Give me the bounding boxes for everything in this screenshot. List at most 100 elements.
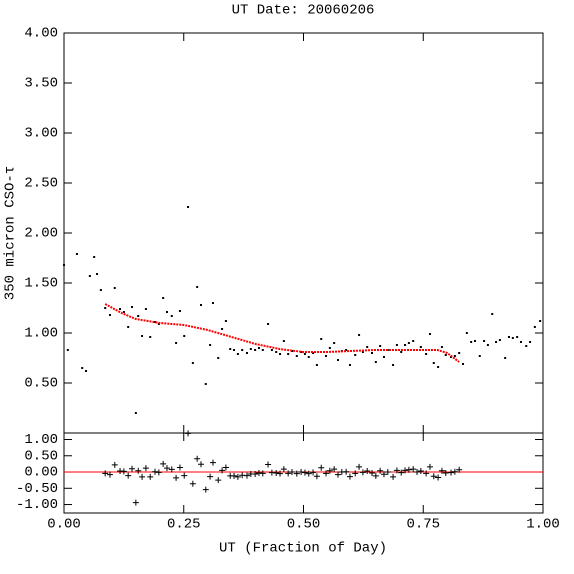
data-point [453, 355, 456, 357]
data-point [325, 355, 328, 357]
data-point [282, 340, 285, 342]
data-point [400, 351, 403, 353]
residual-point [442, 470, 449, 476]
residual-point [323, 470, 330, 477]
data-point [511, 337, 514, 339]
data-point [437, 366, 440, 368]
y-tick-label: 0.00 [24, 465, 58, 481]
data-point [504, 357, 507, 359]
data-point [444, 354, 447, 356]
data-point [257, 347, 260, 349]
data-point [99, 289, 102, 291]
residual-point [301, 469, 308, 476]
y-tick-label: -1.00 [16, 497, 58, 513]
data-point [315, 364, 318, 366]
data-point [108, 314, 111, 316]
data-point [236, 353, 239, 355]
residual-point [368, 470, 375, 476]
data-point [478, 355, 481, 357]
residual-point [234, 473, 241, 480]
data-point [191, 362, 194, 364]
data-point [519, 341, 522, 343]
x-axis-label: UT (Fraction of Day) [219, 541, 387, 557]
residual-point [430, 473, 437, 480]
data-point [336, 359, 339, 361]
data-point [458, 352, 461, 354]
data-point [486, 344, 489, 346]
data-point [379, 345, 382, 347]
data-point [404, 344, 407, 346]
residual-point [215, 477, 222, 484]
data-point [75, 253, 78, 255]
plot-frame [63, 32, 544, 434]
data-point [127, 326, 130, 328]
data-point [382, 356, 385, 358]
data-point [134, 412, 137, 414]
data-point [465, 332, 468, 334]
residual-point [377, 467, 384, 474]
data-point [267, 323, 270, 325]
y-tick-label: 4.00 [24, 26, 58, 42]
residual-point [313, 473, 320, 480]
residual-point [194, 455, 201, 462]
data-point [539, 320, 542, 322]
data-point [96, 273, 99, 275]
residual-point [456, 466, 463, 473]
data-point [419, 346, 422, 348]
data-point [122, 311, 125, 313]
data-point [312, 352, 315, 354]
data-point [224, 320, 227, 322]
residual-point [359, 469, 366, 476]
residual-point [423, 470, 430, 477]
residual-point [185, 430, 192, 437]
data-point [279, 353, 282, 355]
data-point [66, 349, 69, 351]
data-point [300, 351, 303, 353]
residual-point [181, 472, 188, 479]
data-point [221, 328, 224, 330]
residual-point [189, 480, 196, 487]
data-point [178, 310, 181, 312]
y-tick-label: 2.50 [24, 176, 58, 192]
residual-point [125, 472, 132, 479]
residual-point [102, 470, 109, 477]
data-point [131, 306, 134, 308]
y-axis-label: 350 micron CSO-τ [3, 166, 19, 300]
residual-point [310, 469, 317, 476]
data-point [275, 351, 278, 353]
y-tick-label: 3.50 [24, 76, 58, 92]
data-point [209, 344, 212, 346]
data-point [81, 367, 84, 369]
residual-point [343, 468, 350, 475]
residual-point [160, 460, 167, 467]
residual-point [380, 471, 387, 478]
data-point [287, 353, 290, 355]
data-point [366, 346, 369, 348]
residual-point [372, 472, 379, 479]
data-point [241, 349, 244, 351]
data-point [199, 304, 202, 306]
data-point [254, 349, 257, 351]
data-point [374, 361, 377, 363]
data-point [270, 349, 273, 351]
chart-title: UT Date: 20060206 [232, 3, 375, 19]
residual-point [147, 473, 154, 480]
data-point [113, 287, 116, 289]
y-tick-label: 1.50 [24, 276, 58, 292]
data-point [141, 335, 144, 337]
residual-point [414, 469, 421, 476]
residual-point [273, 470, 280, 476]
data-point [483, 340, 486, 342]
residual-point [277, 470, 284, 477]
data-point [516, 336, 519, 338]
data-point [211, 302, 214, 304]
data-point [162, 297, 165, 299]
data-point [348, 364, 351, 366]
residual-point [426, 463, 433, 470]
data-point [470, 341, 473, 343]
residual-point [438, 467, 445, 474]
data-point [196, 286, 199, 288]
data-point [229, 348, 232, 350]
residual-point [219, 467, 226, 474]
data-point [88, 275, 91, 277]
